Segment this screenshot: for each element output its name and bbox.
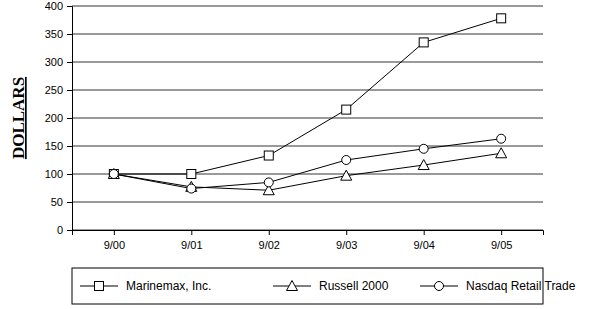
series-marker xyxy=(419,38,428,47)
x-tick: 9/00 xyxy=(104,230,125,251)
legend: Marinemax, Inc. Russell 2000 Nasdaq Retail… xyxy=(72,268,576,304)
legend-label: Russell 2000 xyxy=(319,279,389,293)
legend-marker xyxy=(95,282,104,291)
y-tick-mark xyxy=(67,6,72,7)
legend-label: Marinemax, Inc. xyxy=(126,279,211,293)
x-tick: 9/03 xyxy=(336,230,357,251)
y-tick-label: 150 xyxy=(45,140,63,152)
legend-marker xyxy=(435,282,444,291)
x-tick-label: 9/05 xyxy=(491,239,512,251)
series-marker xyxy=(419,144,428,153)
x-tick-label: 9/04 xyxy=(413,239,434,251)
y-tick: 200 xyxy=(45,112,72,124)
y-tick-mark xyxy=(67,34,72,35)
y-tick-mark xyxy=(67,230,72,231)
y-tick-label: 100 xyxy=(45,168,63,180)
x-tick-mark xyxy=(346,230,347,235)
x-tick-mark xyxy=(424,230,425,235)
x-tick: 9/02 xyxy=(259,230,280,251)
x-tick: 9/05 xyxy=(491,230,512,251)
series-marker xyxy=(342,156,351,165)
y-tick-mark xyxy=(67,90,72,91)
y-tick-mark xyxy=(67,202,72,203)
series-marker xyxy=(264,178,273,187)
y-axis-title: DOLLARS xyxy=(9,77,28,159)
y-tick-mark xyxy=(67,146,72,147)
y-tick-mark xyxy=(67,62,72,63)
y-tick-label: 350 xyxy=(45,28,63,40)
y-tick: 150 xyxy=(45,140,72,152)
legend-marker xyxy=(287,281,298,291)
series-marker xyxy=(109,170,118,179)
x-tick: 9/01 xyxy=(181,230,202,251)
series-marker xyxy=(497,134,506,143)
y-tick: 350 xyxy=(45,28,72,40)
y-tick-mark xyxy=(67,118,72,119)
x-axis: 9/00 9/01 9/02 9/03 9/04 9/05 xyxy=(73,230,544,251)
series-marker xyxy=(496,148,507,158)
legend-entry: Marinemax, Inc. xyxy=(80,279,211,293)
y-tick: 400 xyxy=(45,0,72,12)
grid-line xyxy=(72,34,543,35)
y-tick-label: 300 xyxy=(45,56,63,68)
series-marker xyxy=(497,14,506,23)
grid-line xyxy=(72,146,543,147)
x-tick-mark xyxy=(501,230,502,235)
x-tick-label: 9/01 xyxy=(181,239,202,251)
x-tick-label: 9/00 xyxy=(104,239,125,251)
y-tick: 50 xyxy=(51,196,72,208)
y-axis-line xyxy=(67,7,73,231)
x-tick-label: 9/03 xyxy=(336,239,357,251)
grid-line xyxy=(72,118,543,119)
legend-entry: Nasdaq Retail Trade xyxy=(420,279,576,293)
series-marker xyxy=(108,169,119,179)
series-marker xyxy=(342,105,351,114)
y-tick: 250 xyxy=(45,84,72,96)
grid xyxy=(72,6,543,230)
y-axis: 0 50 100 150 200 250 300 350 400 xyxy=(45,0,73,236)
y-tick: 100 xyxy=(45,168,72,180)
x-tick-mark xyxy=(269,230,270,235)
x-tick-mark xyxy=(191,230,192,235)
y-tick: 0 xyxy=(57,224,72,236)
x-tick-label: 9/02 xyxy=(259,239,280,251)
y-tick-mark xyxy=(67,174,72,175)
series-line xyxy=(114,139,501,189)
series xyxy=(109,14,505,179)
series-line xyxy=(114,18,501,174)
chart: 0 50 100 150 200 250 300 350 400 9/00 9/01 9/02 9/03… xyxy=(0,0,598,309)
y-tick-label: 400 xyxy=(45,0,63,12)
legend-label: Nasdaq Retail Trade xyxy=(466,279,576,293)
y-tick-label: 200 xyxy=(45,112,63,124)
series-marker xyxy=(264,151,273,160)
series-marker xyxy=(187,184,196,193)
series-marker xyxy=(418,160,429,170)
grid-line xyxy=(72,90,543,91)
plot-area xyxy=(108,14,506,195)
y-tick: 300 xyxy=(45,56,72,68)
series-marker xyxy=(109,170,118,179)
legend-entry: Russell 2000 xyxy=(273,279,389,293)
x-tick: 9/04 xyxy=(413,230,434,251)
grid-line xyxy=(72,6,543,7)
series-marker xyxy=(187,170,196,179)
x-tick-mark xyxy=(114,230,115,235)
series-marker xyxy=(341,170,352,180)
y-tick-label: 0 xyxy=(57,224,63,236)
x-axis-line xyxy=(73,231,544,236)
grid-line xyxy=(72,62,543,63)
y-tick-label: 50 xyxy=(51,196,63,208)
y-tick-label: 250 xyxy=(45,84,63,96)
series xyxy=(109,134,505,193)
grid-line xyxy=(72,202,543,203)
